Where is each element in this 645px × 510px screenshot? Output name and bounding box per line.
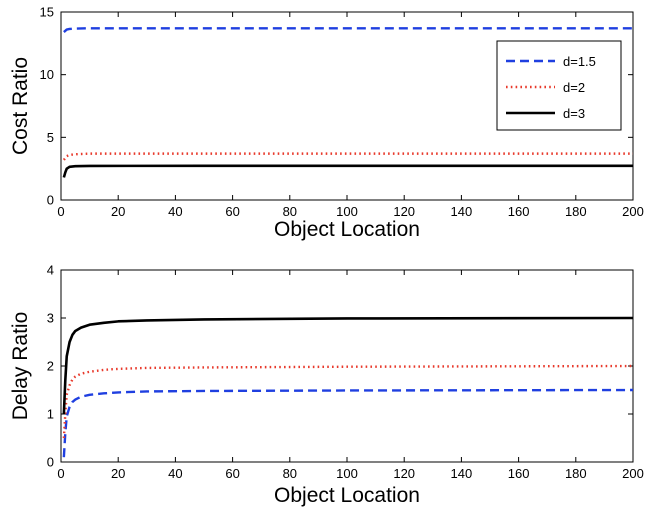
x-tick-label: 80 [283, 204, 297, 219]
series-line-d-3 [62, 164, 633, 178]
x-tick-label: 140 [451, 204, 473, 219]
series-layer [62, 27, 633, 178]
x-tick-label: 60 [225, 466, 239, 481]
series-line-d-2 [62, 364, 634, 439]
y-tick-label: 0 [47, 193, 54, 208]
y-tick-label: 10 [40, 67, 54, 82]
x-tick-label: 120 [393, 204, 415, 219]
series-line-d-3 [62, 316, 634, 415]
y-tick-label: 4 [47, 263, 54, 278]
x-tick-label: 0 [57, 204, 64, 219]
x-tick-label: 40 [168, 204, 182, 219]
y-tick-label: 15 [40, 5, 54, 20]
x-tick-label: 20 [111, 204, 125, 219]
x-tick-label: 60 [225, 204, 239, 219]
y-tick-label: 0 [47, 455, 54, 470]
y-axis-label: Delay Ratio [9, 312, 32, 421]
x-tick-label: 20 [111, 466, 125, 481]
y-tick-label: 3 [47, 311, 54, 326]
x-tick-label: 80 [283, 466, 297, 481]
x-tick-label: 100 [336, 204, 358, 219]
axis-ticks: 0 20 40 60 80 100 120 140 160 180 200 0 1 2 3 4 [47, 263, 644, 482]
legend-box [496, 40, 622, 131]
x-tick-label: 140 [451, 466, 473, 481]
y-tick-label: 1 [47, 407, 54, 422]
series-layer [62, 316, 634, 458]
x-tick-label: 100 [336, 466, 358, 481]
legend-entry-label: d=3 [563, 106, 585, 121]
x-tick-label: 200 [622, 466, 644, 481]
series-line-d-2 [62, 152, 633, 161]
legend: d=1.5 d=2 d=3 [496, 40, 622, 131]
x-tick-label: 0 [57, 466, 64, 481]
delay-ratio-chart: 0 20 40 60 80 100 120 140 160 180 200 0 1 2 3 4 Object … [9, 263, 644, 508]
x-tick-label: 160 [508, 204, 530, 219]
x-axis-label: Object Location [274, 218, 420, 241]
y-axis-label: Cost Ratio [9, 57, 32, 155]
axis-ticks: 0 20 40 60 80 100 120 140 160 180 200 0 5 10 15 [40, 5, 644, 220]
series-line-d-1-5 [62, 388, 634, 458]
y-tick-label: 2 [47, 359, 54, 374]
x-axis-label: Object Location [274, 484, 420, 507]
legend-entry-label: d=2 [563, 80, 585, 95]
x-tick-label: 120 [393, 466, 415, 481]
x-tick-label: 180 [565, 204, 587, 219]
y-tick-label: 5 [47, 130, 54, 145]
x-tick-label: 200 [622, 204, 644, 219]
series-line-d-1-5 [63, 27, 633, 33]
x-tick-label: 160 [508, 466, 530, 481]
legend-entry-label: d=1.5 [563, 54, 596, 69]
x-tick-label: 40 [168, 466, 182, 481]
x-tick-label: 180 [565, 466, 587, 481]
